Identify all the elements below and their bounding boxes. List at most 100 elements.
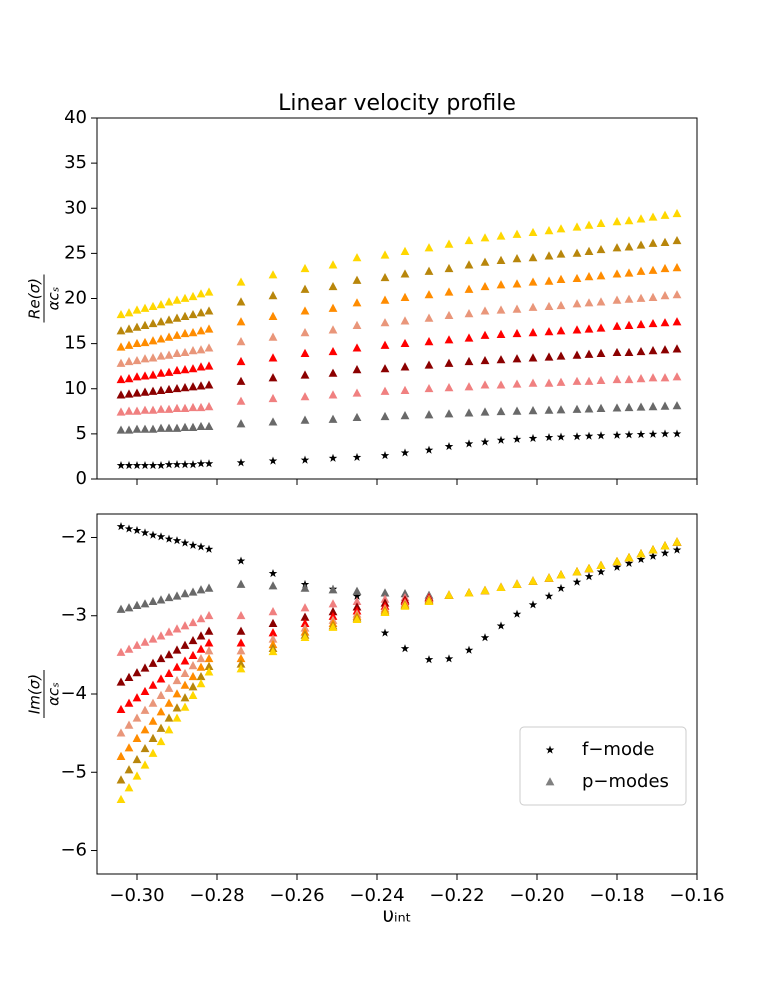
triangle-marker xyxy=(204,661,214,671)
triangle-marker xyxy=(636,266,646,275)
triangle-marker xyxy=(464,284,474,293)
x-tick-label: −0.20 xyxy=(509,885,564,906)
y-tick-label: 0 xyxy=(76,468,87,489)
y-tick-label: 5 xyxy=(76,423,87,444)
triangle-marker xyxy=(156,334,166,343)
triangle-marker xyxy=(596,297,606,306)
triangle-marker xyxy=(672,344,682,353)
star-marker xyxy=(172,460,182,469)
triangle-marker xyxy=(132,713,142,722)
triangle-marker xyxy=(204,421,214,431)
triangle-marker xyxy=(464,309,474,318)
triangle-marker xyxy=(636,549,646,558)
triangle-marker xyxy=(380,318,390,327)
triangle-marker xyxy=(164,404,174,413)
triangle-marker xyxy=(300,327,310,337)
triangle-marker xyxy=(116,751,126,761)
triangle-marker xyxy=(156,423,166,432)
triangle-marker xyxy=(172,348,182,357)
triangle-marker xyxy=(236,396,246,405)
triangle-marker xyxy=(528,302,538,311)
triangle-marker xyxy=(140,760,150,769)
triangle-marker xyxy=(180,328,190,338)
triangle-marker xyxy=(268,393,278,403)
triangle-marker xyxy=(164,350,174,359)
triangle-marker xyxy=(648,318,658,328)
triangle-marker xyxy=(116,374,126,384)
triangle-marker xyxy=(268,270,278,279)
triangle-marker xyxy=(444,590,454,599)
y-tick-label: −5 xyxy=(60,761,87,782)
triangle-marker xyxy=(612,403,622,412)
triangle-marker xyxy=(636,293,646,302)
triangle-marker xyxy=(180,311,190,320)
triangle-marker xyxy=(164,627,174,636)
triangle-marker xyxy=(196,381,206,390)
triangle-marker xyxy=(196,631,206,640)
triangle-marker xyxy=(116,326,126,335)
triangle-marker xyxy=(612,374,622,384)
triangle-marker xyxy=(300,415,310,424)
triangle-marker xyxy=(596,323,606,332)
triangle-marker xyxy=(328,260,338,269)
triangle-marker xyxy=(584,563,594,573)
triangle-marker xyxy=(648,373,658,382)
triangle-marker xyxy=(188,291,198,301)
star-marker xyxy=(236,556,246,565)
triangle-marker xyxy=(236,277,246,286)
triangle-marker xyxy=(444,358,454,367)
triangle-marker xyxy=(400,385,410,394)
triangle-marker xyxy=(140,637,150,646)
triangle-marker xyxy=(464,235,474,245)
triangle-marker xyxy=(544,352,554,361)
triangle-marker xyxy=(116,425,126,434)
triangle-marker xyxy=(164,668,174,678)
triangle-marker xyxy=(172,383,182,393)
triangle-marker xyxy=(424,596,434,606)
triangle-marker xyxy=(188,327,198,337)
triangle-marker xyxy=(148,318,158,328)
triangle-marker xyxy=(636,240,646,249)
triangle-marker xyxy=(496,231,506,240)
triangle-marker xyxy=(528,227,538,237)
triangle-marker xyxy=(268,417,278,426)
y-tick-label: 30 xyxy=(64,197,87,218)
y-label-denominator: αcₛ xyxy=(45,287,63,311)
triangle-marker xyxy=(204,646,214,655)
triangle-marker xyxy=(444,383,454,392)
triangle-marker xyxy=(672,372,682,381)
triangle-marker xyxy=(300,612,310,621)
triangle-marker xyxy=(204,324,214,333)
triangle-marker xyxy=(236,610,246,620)
star-marker xyxy=(380,451,390,460)
triangle-marker xyxy=(116,358,126,367)
triangle-marker xyxy=(236,356,246,366)
triangle-marker xyxy=(268,618,278,627)
triangle-marker xyxy=(496,305,506,314)
triangle-marker xyxy=(188,309,198,319)
star-marker xyxy=(480,633,490,642)
triangle-marker xyxy=(300,392,310,401)
star-marker xyxy=(352,591,362,600)
star-marker xyxy=(140,528,150,537)
triangle-marker xyxy=(156,707,166,716)
triangle-marker xyxy=(424,313,434,322)
triangle-marker xyxy=(204,626,214,635)
triangle-marker xyxy=(352,320,362,329)
triangle-marker xyxy=(556,377,566,386)
triangle-marker xyxy=(556,405,566,414)
triangle-marker xyxy=(328,414,338,423)
triangle-marker xyxy=(545,777,555,786)
triangle-marker xyxy=(572,376,582,385)
triangle-marker xyxy=(636,214,646,223)
triangle-marker xyxy=(156,631,166,640)
triangle-marker xyxy=(172,689,182,698)
triangle-marker xyxy=(352,364,362,374)
triangle-marker xyxy=(196,402,206,412)
triangle-marker xyxy=(624,294,634,303)
triangle-marker xyxy=(496,255,506,264)
triangle-marker xyxy=(172,403,182,413)
triangle-marker xyxy=(480,233,490,242)
